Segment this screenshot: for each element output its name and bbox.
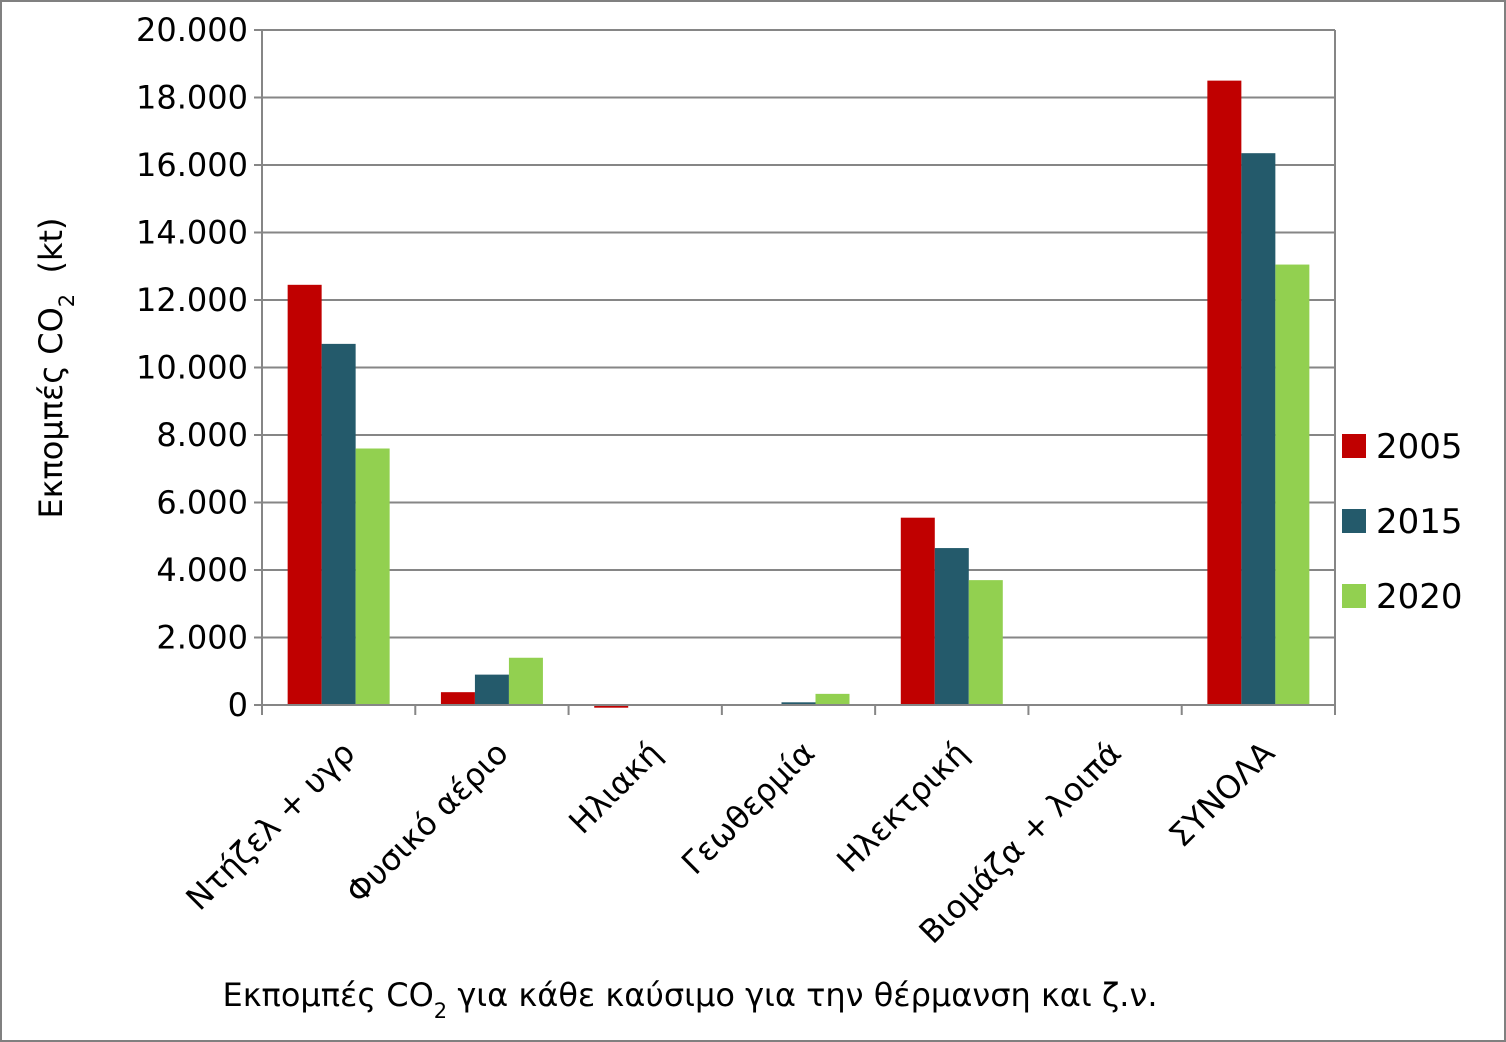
bar <box>355 448 390 705</box>
y-tick-label: 2.000 <box>156 619 248 657</box>
y-tick-label: 18.000 <box>136 79 248 117</box>
legend-swatch <box>1342 434 1366 458</box>
y-title-main: Εκπομπές CO <box>32 307 70 518</box>
x-title-suffix: για κάθε καύσιμο για την θέρμανση και ζ.… <box>447 976 1157 1014</box>
bar <box>1275 264 1310 705</box>
bar <box>321 343 356 705</box>
legend-label: 2020 <box>1376 577 1463 617</box>
bar <box>474 674 509 705</box>
bar <box>781 702 816 705</box>
legend-label: 2015 <box>1376 502 1463 542</box>
bar <box>815 693 850 705</box>
legend-label: 2005 <box>1376 427 1463 467</box>
bar <box>934 548 969 705</box>
legend-swatch <box>1342 509 1366 533</box>
y-tick-label: 8.000 <box>156 416 248 454</box>
y-tick-label: 14.000 <box>136 214 248 252</box>
bar <box>287 284 322 705</box>
y-axis-title: Εκπομπές CO2 (kt) <box>32 217 79 518</box>
bar <box>1207 80 1242 705</box>
y-tick-label: 20.000 <box>136 11 248 49</box>
bar <box>508 657 543 705</box>
y-tick-label: 10.000 <box>136 349 248 387</box>
bar <box>594 705 629 708</box>
y-tick-label: 4.000 <box>156 551 248 589</box>
y-title-sub: 2 <box>55 294 79 307</box>
bar <box>440 692 475 705</box>
y-tick-label: 6.000 <box>156 484 248 522</box>
y-tick-label: 12.000 <box>136 281 248 319</box>
x-axis-title: Εκπομπές CO2 για κάθε καύσιμο για την θέ… <box>222 976 1157 1023</box>
bar <box>1241 153 1276 705</box>
y-tick-label: 16.000 <box>136 146 248 184</box>
y-title-suffix: (kt) <box>32 217 70 293</box>
x-title-main: Εκπομπές CO <box>222 976 433 1014</box>
bar <box>968 580 1003 705</box>
bar <box>900 517 935 705</box>
x-title-sub: 2 <box>434 999 447 1023</box>
y-tick-label: 0 <box>228 686 248 724</box>
legend-swatch <box>1342 584 1366 608</box>
